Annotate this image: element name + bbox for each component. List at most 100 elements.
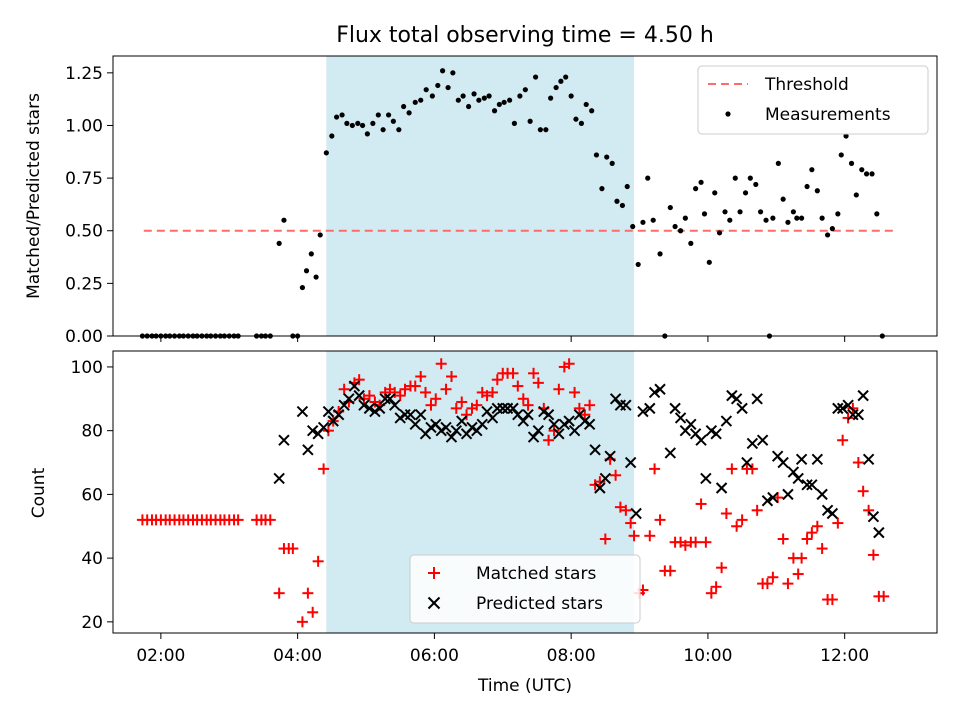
matched-star-point <box>625 517 637 529</box>
predicted-star-point <box>450 424 462 437</box>
measurement-point <box>780 196 786 202</box>
matched-star-point <box>517 393 529 405</box>
measurement-point <box>440 68 446 74</box>
predicted-star-point <box>594 482 606 494</box>
measurement-point <box>323 150 329 156</box>
measurement-point <box>640 219 646 225</box>
measurement-point <box>722 209 728 215</box>
predicted-star-point <box>801 479 813 491</box>
predicted-star-point <box>273 472 285 485</box>
matched-star-point <box>720 508 732 520</box>
predicted-star-point <box>409 418 421 430</box>
measurement-point <box>775 160 781 166</box>
y-tick-label: 100 <box>71 358 103 378</box>
matched-star-point <box>318 463 330 475</box>
predicted-star-point <box>842 399 854 411</box>
measurement-point <box>667 204 673 211</box>
predicted-star-point <box>836 402 849 415</box>
measurement-point <box>698 179 704 185</box>
matched-star-point <box>338 383 350 395</box>
matched-star-point <box>620 504 632 516</box>
measurement-point <box>303 268 310 274</box>
predicted-star-point <box>476 418 488 430</box>
measurement-point <box>859 167 865 173</box>
predicted-star-point <box>637 405 649 418</box>
ratio-y-axis-label: Matched/Predicted stars <box>24 93 44 299</box>
measurement-point <box>737 209 743 215</box>
measurement-point <box>583 101 589 108</box>
legend-measurements-label: Measurements <box>765 105 891 125</box>
matched-star-point <box>273 587 285 599</box>
matched-star-point <box>569 386 581 398</box>
measurement-point <box>819 215 825 221</box>
predicted-star-point <box>456 415 468 427</box>
predicted-star-point <box>867 510 880 523</box>
predicted-star-point <box>348 380 361 392</box>
measurement-point <box>364 131 370 137</box>
x-tick-label: 10:00 <box>683 646 732 666</box>
measurement-point <box>481 95 487 101</box>
measurement-point <box>339 112 345 118</box>
measurement-point <box>317 232 323 238</box>
measurement-point <box>869 171 875 177</box>
predicted-star-point <box>440 421 452 434</box>
predicted-star-point <box>563 415 575 427</box>
predicted-star-point <box>599 472 612 485</box>
matched-star-point <box>816 543 828 555</box>
matched-star-point <box>415 370 427 382</box>
matched-star-point <box>731 520 743 532</box>
matched-star-point <box>796 552 808 564</box>
predicted-star-point <box>730 393 743 405</box>
predicted-stars-points <box>273 380 885 539</box>
measurement-point <box>496 101 502 108</box>
matched-star-point <box>736 514 748 526</box>
matched-star-point <box>761 578 773 590</box>
measurement-point <box>848 160 855 166</box>
measurement-point <box>491 108 498 114</box>
predicted-star-point <box>497 402 509 415</box>
predicted-star-point <box>664 447 677 459</box>
measurement-point <box>380 127 386 133</box>
predicted-star-point <box>353 389 365 402</box>
predicted-star-point <box>373 402 386 415</box>
predicted-star-point <box>816 488 828 501</box>
matched-star-point <box>363 390 375 402</box>
measurement-point <box>355 120 361 126</box>
measurement-point <box>635 261 641 268</box>
legend-matched-swatch <box>428 567 440 579</box>
matched-star-point <box>532 377 544 389</box>
legend-predicted-swatch <box>427 596 441 610</box>
matched-star-point <box>710 581 722 593</box>
matched-star-point <box>553 383 565 395</box>
measurement-point <box>693 186 699 192</box>
measurement-point <box>359 122 366 129</box>
matched-star-point <box>863 504 875 516</box>
predicted-star-point <box>548 418 560 430</box>
x-tick-label: 12:00 <box>820 646 869 666</box>
measurement-point <box>824 232 831 238</box>
measurement-point <box>785 219 791 225</box>
measurement-point <box>829 226 835 232</box>
matched-star-point <box>746 463 758 475</box>
predicted-star-point <box>715 482 728 494</box>
predicted-star-point <box>761 495 774 507</box>
y-tick-label: 0.00 <box>65 327 103 347</box>
measurement-point <box>630 223 636 230</box>
matched-star-point <box>353 374 365 386</box>
measurement-point <box>568 93 574 99</box>
measurement-point <box>747 175 753 181</box>
measurement-point <box>460 93 466 99</box>
predicted-star-point <box>306 424 319 437</box>
measurement-point <box>385 112 392 118</box>
count-legend: Matched stars Predicted stars <box>409 554 641 624</box>
matched-star-point <box>832 517 844 529</box>
predicted-star-point <box>695 434 707 446</box>
matched-star-point <box>842 412 854 424</box>
measurement-point <box>672 223 678 230</box>
predicted-star-point <box>806 479 818 491</box>
predicted-star-point <box>767 491 779 504</box>
measurement-point <box>682 215 688 221</box>
ratio-legend-box <box>697 65 929 135</box>
predicted-star-point <box>404 409 417 421</box>
matched-star-point <box>548 425 560 437</box>
